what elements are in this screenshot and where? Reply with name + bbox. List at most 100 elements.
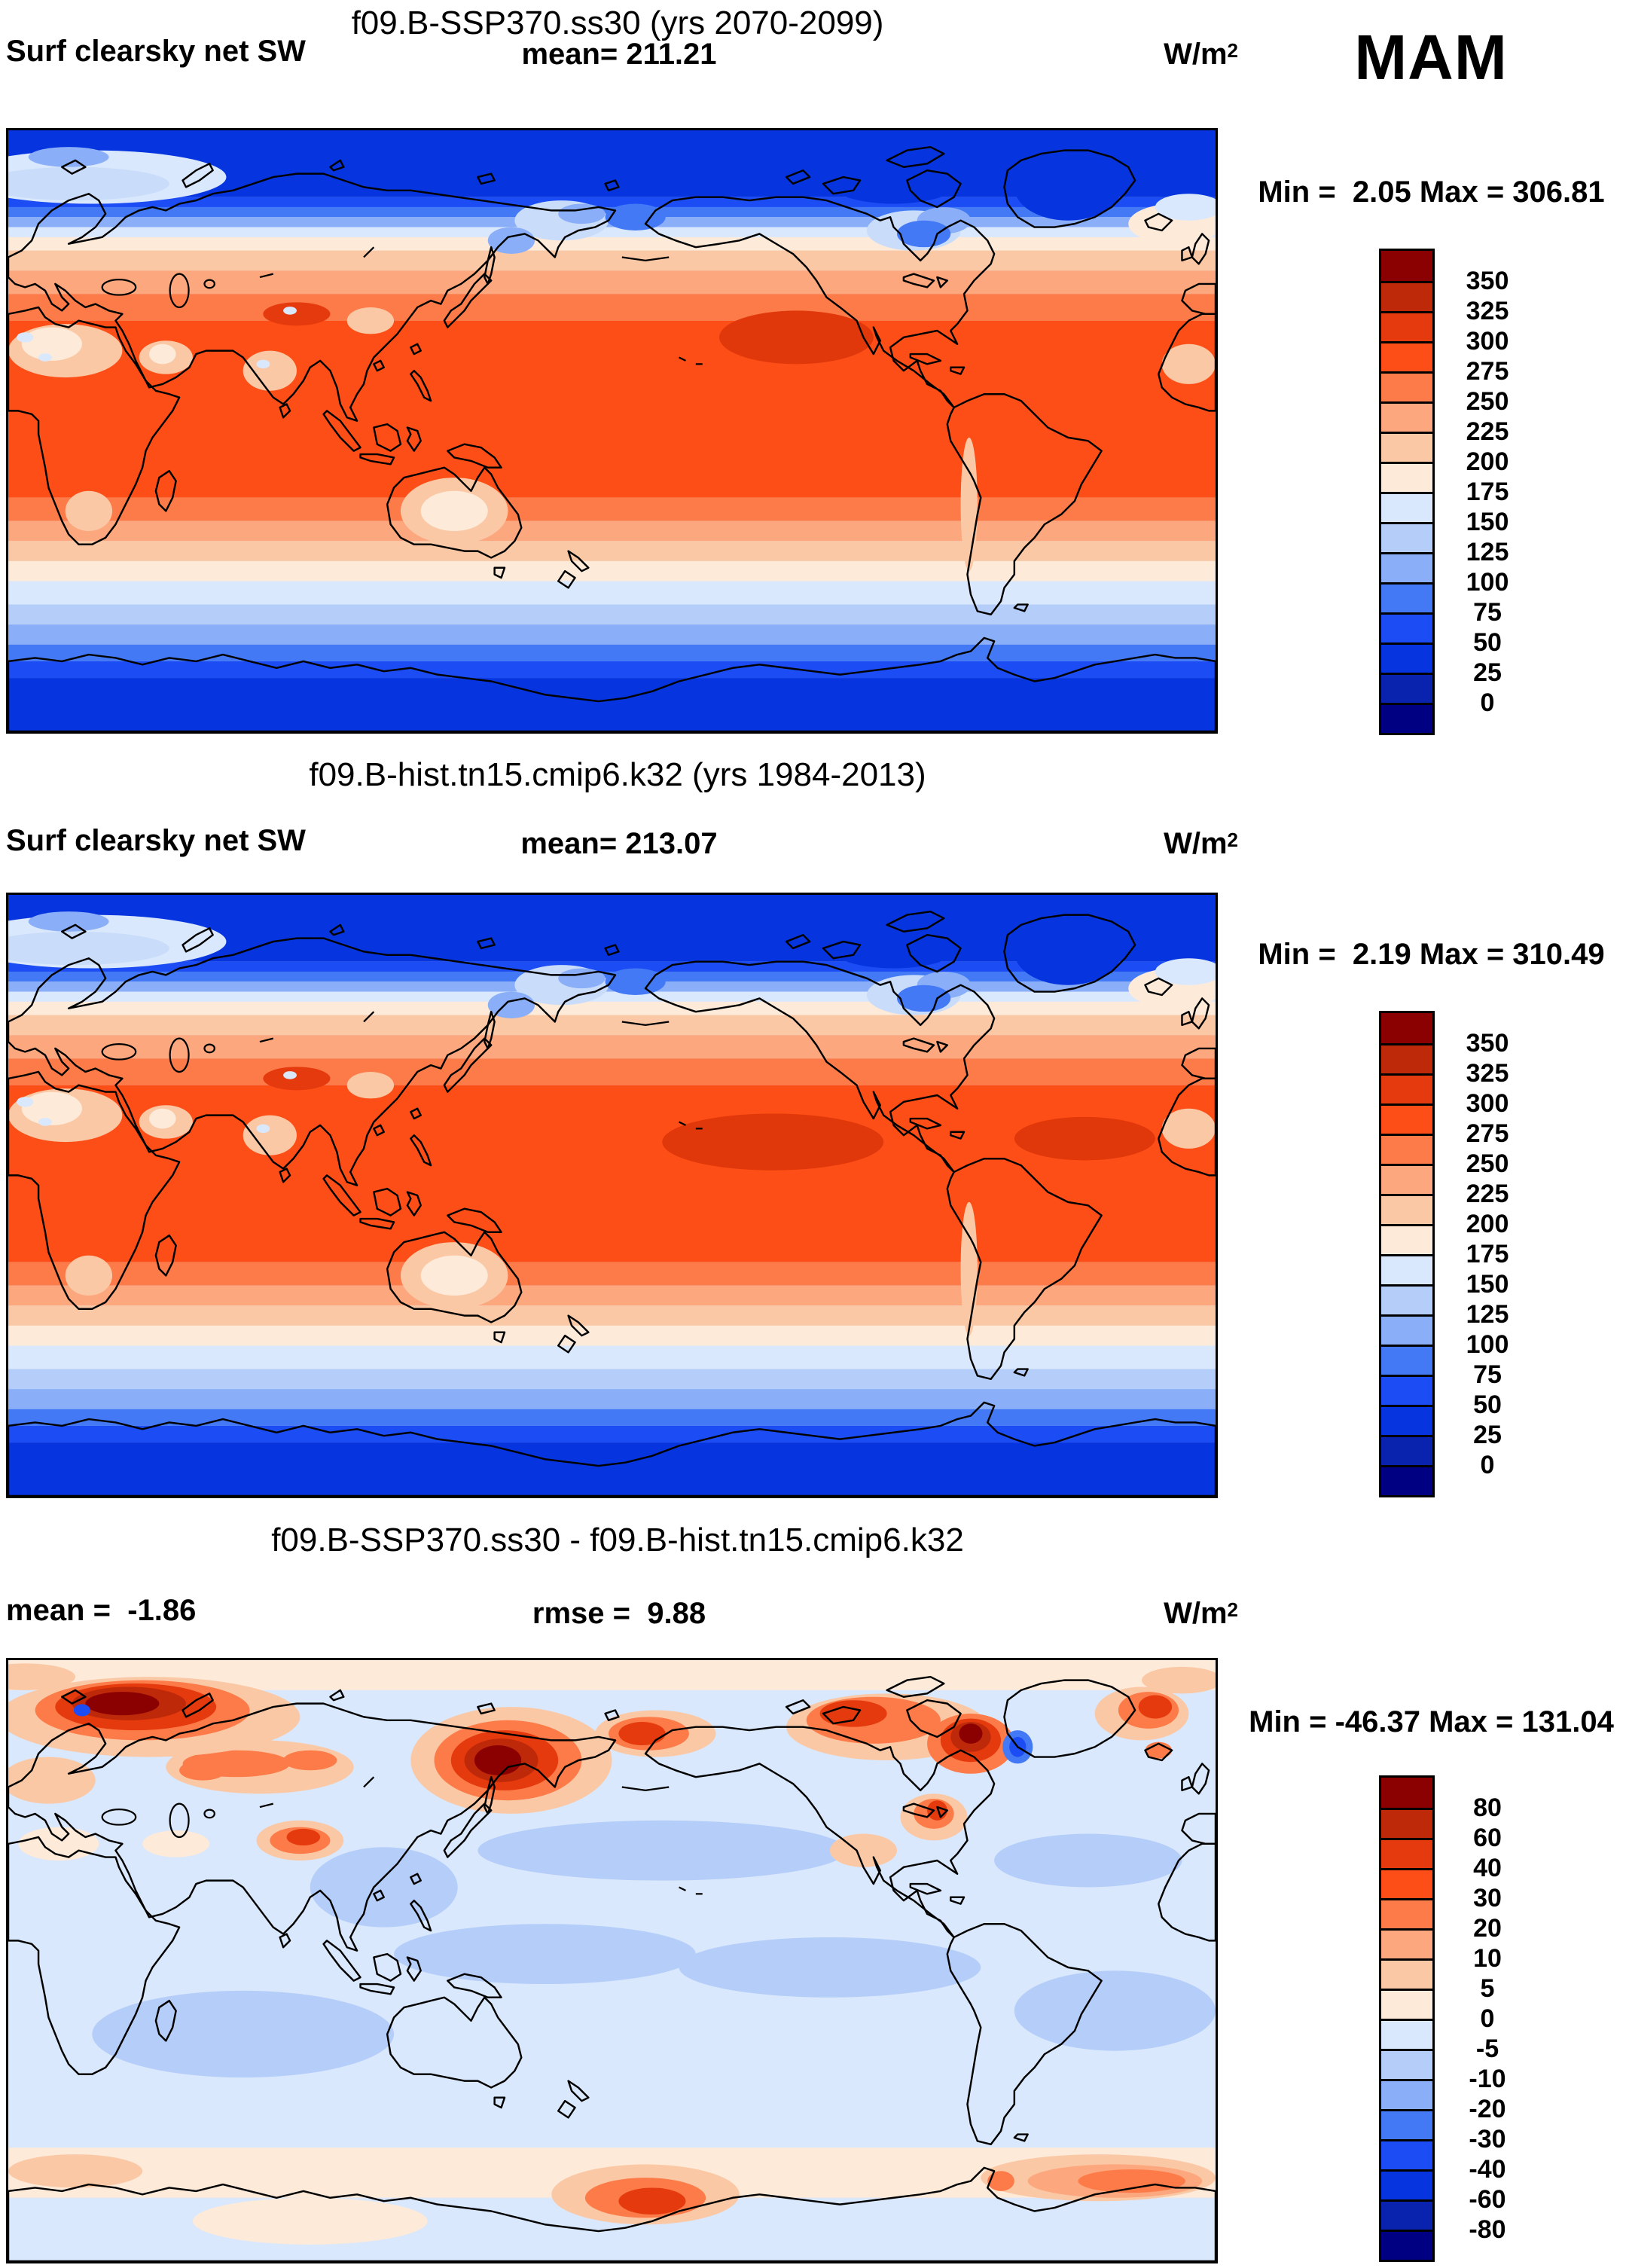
colorbar-tick-label: 300 [1466, 327, 1509, 356]
latitude-band [8, 1058, 1216, 1085]
colorbar-tick-label: -5 [1475, 2034, 1499, 2063]
coastline-path [373, 1187, 402, 1216]
field-patch [256, 359, 270, 369]
coastline-path [886, 910, 945, 933]
coastline-path [443, 1037, 493, 1093]
season-badge: MAM [1354, 22, 1508, 93]
colorbar-tick-label: -30 [1469, 2125, 1506, 2154]
colorbar-tick-label: 0 [1480, 1451, 1495, 1479]
field-patch [718, 310, 874, 365]
coastline-path [8, 937, 617, 1186]
colorbar-tick-label: 5 [1480, 1974, 1495, 2003]
latitude-band [8, 581, 1216, 605]
latitude-band [8, 1001, 1216, 1015]
coastline-path [8, 1702, 617, 1952]
mean-label: mean = -1.86 [6, 1594, 197, 1627]
latitude-band [8, 560, 1216, 581]
anomaly-patch [618, 1722, 666, 1746]
colorbar-tick-label: 125 [1466, 538, 1509, 566]
coastline-path [410, 1899, 432, 1932]
colorbar-tick-label: 300 [1466, 1089, 1509, 1118]
coastline-path [484, 1010, 496, 1050]
model-map-svg [8, 130, 1216, 731]
latitude-band [8, 1325, 1216, 1346]
colorbar-tick-label: 225 [1466, 417, 1509, 446]
lake-outline [169, 1802, 190, 1839]
colorbar-tick-label: 10 [1473, 1944, 1502, 1973]
colorbar-tick-label: 30 [1473, 1884, 1502, 1912]
colorbar-tick-label: -80 [1469, 2215, 1506, 2244]
coastline-path [443, 1802, 493, 1858]
coastline-path [279, 1933, 291, 1949]
coastline-path [936, 1806, 949, 1818]
latitude-band [8, 1345, 1216, 1369]
colorbar [1379, 1775, 1435, 2262]
field-patch [605, 203, 666, 230]
coastline-path [822, 940, 862, 960]
field-patch [896, 220, 951, 248]
coastline-path [604, 944, 620, 957]
field-patch [21, 1091, 82, 1125]
colorbar-tick-label: 80 [1473, 1793, 1502, 1822]
coastline-path [1181, 1010, 1194, 1027]
field-patch [826, 157, 961, 204]
anomaly-patch [1014, 1970, 1216, 2051]
colorbar-tick-label: 150 [1466, 1270, 1509, 1299]
field-patch [1161, 1108, 1216, 1149]
coastline-path [1144, 977, 1173, 997]
coastline-path [329, 923, 345, 936]
field-patch [28, 147, 109, 167]
coastline-path [8, 172, 617, 422]
latitude-band [8, 294, 1216, 321]
units-exponent: 2 [1227, 829, 1238, 851]
field-patch [263, 1067, 331, 1091]
latitude-band [8, 624, 1216, 645]
coastline-path [410, 1107, 422, 1120]
colorbar-segment [1381, 2109, 1432, 2139]
colorbar-tick-label: 100 [1466, 1330, 1509, 1359]
latitude-band [8, 1085, 1216, 1262]
coastline-path [61, 923, 87, 939]
coastline-path [410, 1873, 422, 1885]
latitude-band [8, 1425, 1216, 1443]
colorbar-segment [1381, 522, 1432, 552]
anomaly-patch [8, 1663, 76, 1690]
units-base: W/m [1164, 38, 1228, 71]
anomaly-patch [1138, 1695, 1173, 1719]
coastline-path [182, 1693, 214, 1718]
coastline-path [1158, 1842, 1216, 1942]
coastline-path [644, 1726, 996, 1939]
coastline-path [359, 1217, 395, 1230]
panel-header-row: Surf clearsky net SW mean= 211.21 W/m2 [0, 35, 1626, 71]
field-patch [21, 327, 82, 361]
coastline-path [950, 1131, 966, 1140]
coastline-path [373, 1124, 385, 1137]
latitude-band [8, 1035, 1216, 1059]
anomaly-patch [927, 1800, 947, 1821]
field-patch [1014, 918, 1122, 985]
colorbar-segment [1381, 1928, 1432, 1958]
field-patch [8, 931, 169, 966]
coastline-path [329, 159, 345, 172]
field-patch [149, 1108, 176, 1129]
field-patch [896, 984, 951, 1012]
coastline-path [182, 163, 214, 188]
anomaly-patch [394, 1924, 696, 1985]
coastline-path [822, 1705, 862, 1725]
anomaly-patch [1078, 2169, 1185, 2193]
lake-outline [203, 279, 215, 289]
coastline-path [1181, 282, 1216, 316]
colorbar-segment [1381, 2169, 1432, 2199]
colorbar-segment [1381, 1435, 1432, 1465]
coastline-path [1013, 603, 1029, 612]
coastline-path [8, 2166, 1216, 2261]
colorbar-segment [1381, 1164, 1432, 1194]
coastline-path [154, 469, 177, 512]
coastline-path [493, 2096, 506, 2109]
coastline-path [322, 1940, 362, 1982]
coastline-path [386, 466, 523, 559]
map-model [6, 128, 1218, 734]
field-patch [28, 911, 109, 932]
colorbar-segment [1381, 371, 1432, 401]
